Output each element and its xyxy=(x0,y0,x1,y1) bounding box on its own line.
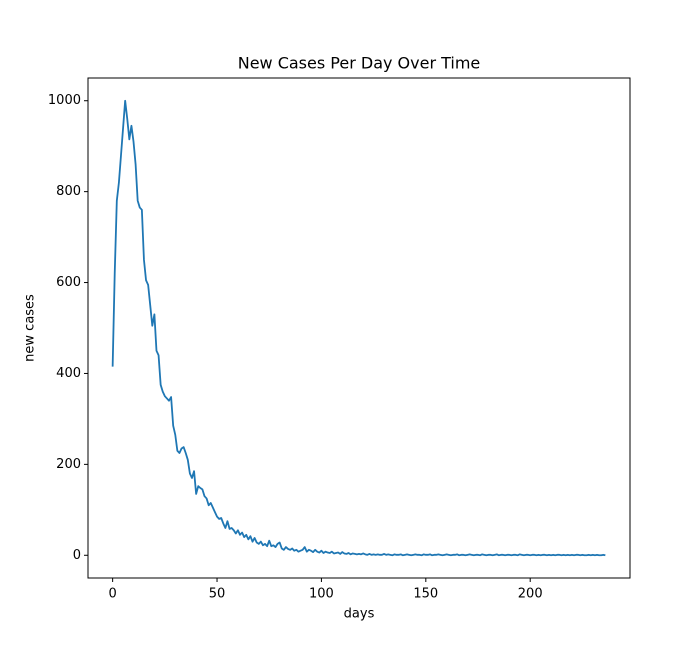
x-tick-label: 200 xyxy=(518,587,543,602)
y-tick-label: 1000 xyxy=(48,93,81,108)
y-tick-label: 0 xyxy=(73,548,81,563)
x-tick-label: 150 xyxy=(413,587,438,602)
plot-frame xyxy=(87,77,631,579)
y-tick-label: 200 xyxy=(56,457,81,472)
chart-title: New Cases Per Day Over Time xyxy=(238,54,481,73)
y-tick-label: 800 xyxy=(56,184,81,199)
y-tick-label: 400 xyxy=(56,366,81,381)
y-axis-label: new cases xyxy=(23,294,38,362)
x-axis-label: days xyxy=(344,607,375,622)
x-tick-label: 100 xyxy=(309,587,334,602)
x-tick-label: 50 xyxy=(209,587,226,602)
data-line xyxy=(111,99,606,557)
x-tick-label: 0 xyxy=(108,587,116,602)
y-tick-label: 600 xyxy=(56,275,81,290)
